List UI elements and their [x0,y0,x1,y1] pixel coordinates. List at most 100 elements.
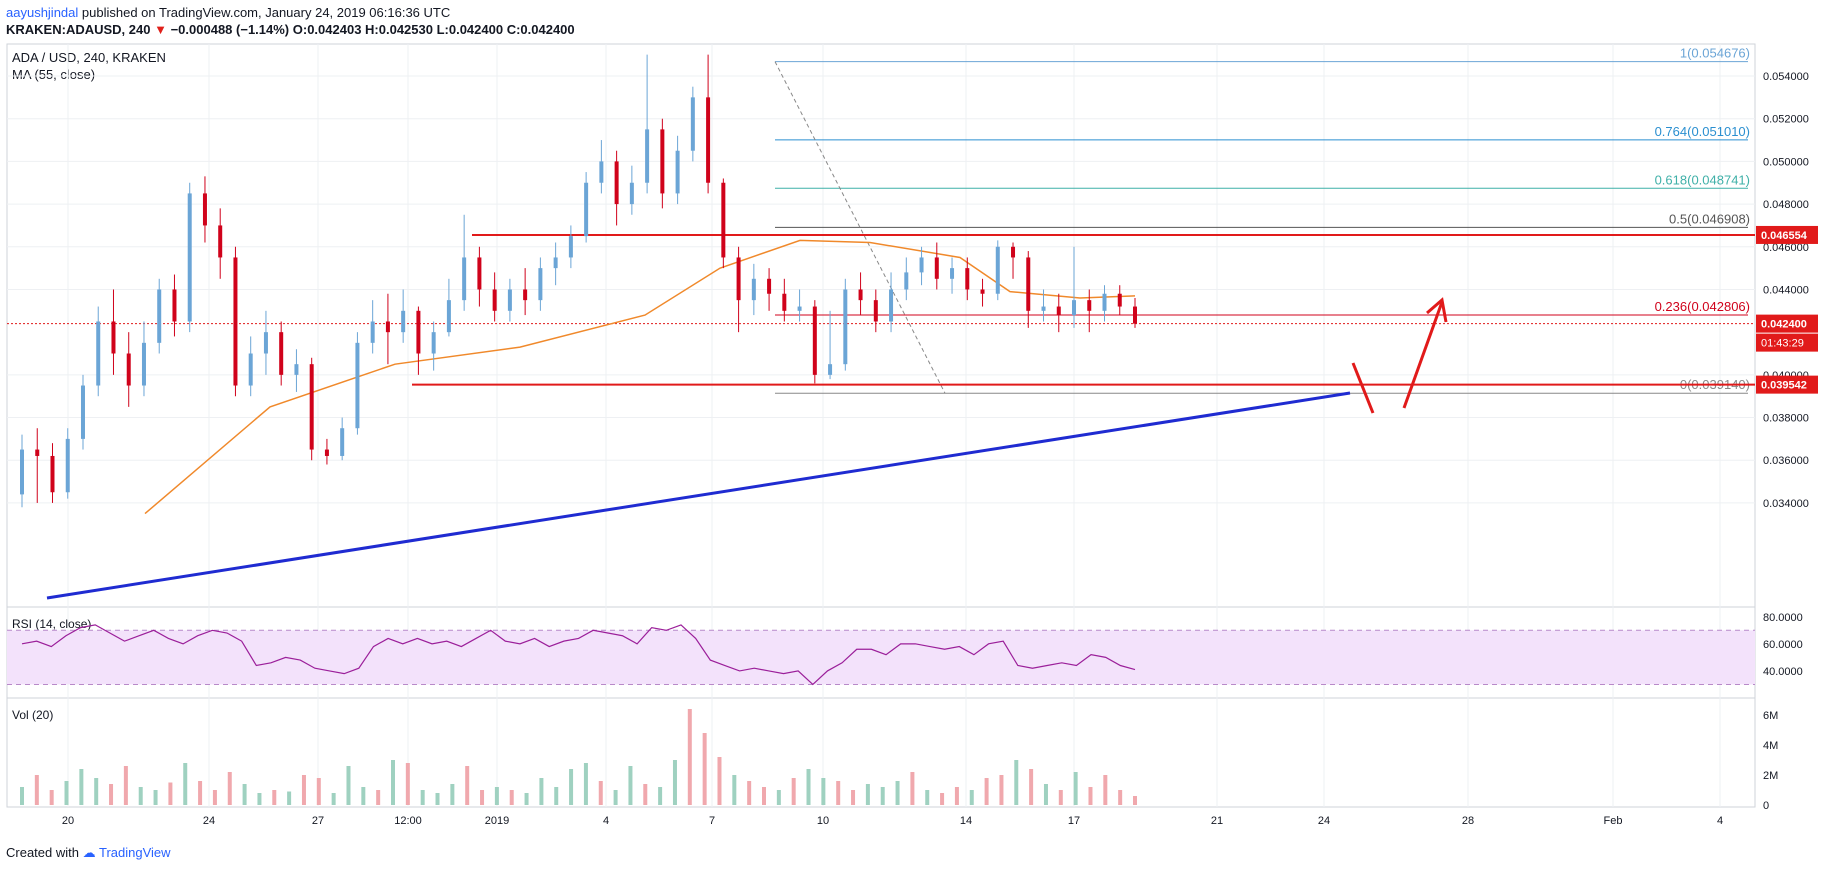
tradingview-brand[interactable]: TradingView [99,845,171,860]
volume-bar [539,778,544,805]
rsi-axis-label: 40.0000 [1763,666,1803,678]
candle-body [401,310,406,333]
volume-bar [465,766,470,805]
volume-bar [1088,787,1093,805]
candle-body [1056,306,1061,316]
moving-average-line [144,239,1136,515]
chart-frame [6,43,1756,808]
candle-body [568,236,573,258]
candle-body [279,332,284,375]
candle-body [828,364,833,375]
time-axis-label: Feb [1604,815,1623,827]
candle-body [111,321,116,354]
candle-body [80,385,85,439]
volume-bar [672,760,677,805]
volume-bar [999,775,1004,805]
volume-bar [420,790,425,805]
volume-bar [494,787,499,805]
volume-bar [984,778,989,805]
volume-bar [287,791,292,805]
countdown-tag-box [1756,333,1818,352]
price-axis-label: 0.036000 [1763,455,1809,467]
candle-body [309,364,314,450]
candle-body [50,455,55,493]
candle-body [706,97,711,183]
volume-bar [895,781,900,805]
volume-bar [227,772,232,805]
candle-body [873,300,878,322]
candle-body [462,257,467,301]
candle-body [523,289,528,301]
price-axis-label: 0.054000 [1763,71,1809,83]
candle-body [538,268,543,301]
published-text: published on TradingView.com, January 24… [81,5,451,20]
candle-body [858,289,863,301]
price-axis-label: 0.044000 [1763,284,1809,296]
candle-body [431,332,436,354]
candle-body [324,449,329,456]
candle-body [202,193,207,226]
author-link[interactable]: aayushjindal [6,5,79,20]
volume-bar [658,787,663,805]
volume-bar [1118,790,1123,805]
candle-body [599,161,604,183]
volume-bar [257,793,262,805]
candle-body [950,268,955,279]
candle-body [660,129,665,194]
volume-bar [554,787,559,805]
candle-body [20,449,24,495]
legend-vol: Vol (20) [12,708,53,722]
volume-bar [109,784,114,805]
volume-bar [183,763,188,805]
volume-bar [628,766,633,805]
volume-bar [405,763,410,805]
time-axis-label: 4 [1717,815,1723,827]
legend-symbol: ADA / USD, 240, KRAKEN [12,50,166,65]
volume-bar [732,775,737,805]
volume-bar [643,784,648,805]
volume-bar [880,787,885,805]
ascending-trendline [46,391,1351,600]
quote-line: KRAKEN:ADAUSD, 240 ▼ −0.000488 (−1.14%) … [6,21,575,38]
price-tag-box [1756,314,1818,333]
fib-connector-line [774,61,946,394]
candle-body [904,272,909,290]
volume-bar [569,769,574,805]
candle-body [477,257,482,290]
volume-bar [954,787,959,805]
volume-bar [910,772,915,805]
volume-bar [168,782,173,805]
volume-bar [34,775,39,805]
time-axis-label: 28 [1462,815,1474,827]
volume-bar [94,778,99,805]
price-tag-box [1756,375,1818,394]
volume-bar [1043,784,1048,805]
fib-level-label: 0.618(0.048741) [1655,172,1750,187]
volume-bar [301,775,306,805]
candle-body [843,289,848,365]
time-axis-label: 4 [603,815,609,827]
time-axis-label: 14 [960,815,972,827]
time-axis-label: 24 [1318,815,1330,827]
volume-bar [717,757,722,805]
candle-body [96,321,101,386]
candle-body [934,257,939,279]
candle-body [889,289,894,322]
candle-body [675,150,680,194]
fib-level-label: 0.764(0.051010) [1655,124,1750,139]
candle-body [233,257,238,386]
price-axis-label: 0.038000 [1763,413,1809,425]
legend-ma: MA (55, close) [12,67,95,82]
volume-bar [821,778,826,805]
candle-body [614,161,619,205]
time-axis-label: 17 [1068,815,1080,827]
volume-bar [1029,769,1034,805]
candle-body [507,289,512,311]
volume-bar [1073,772,1078,805]
time-axis-label: 27 [312,815,324,827]
vol-axis-label: 0 [1763,800,1769,812]
candle-body [385,321,390,333]
volume-bar [598,781,603,805]
volume-bar [138,787,143,805]
